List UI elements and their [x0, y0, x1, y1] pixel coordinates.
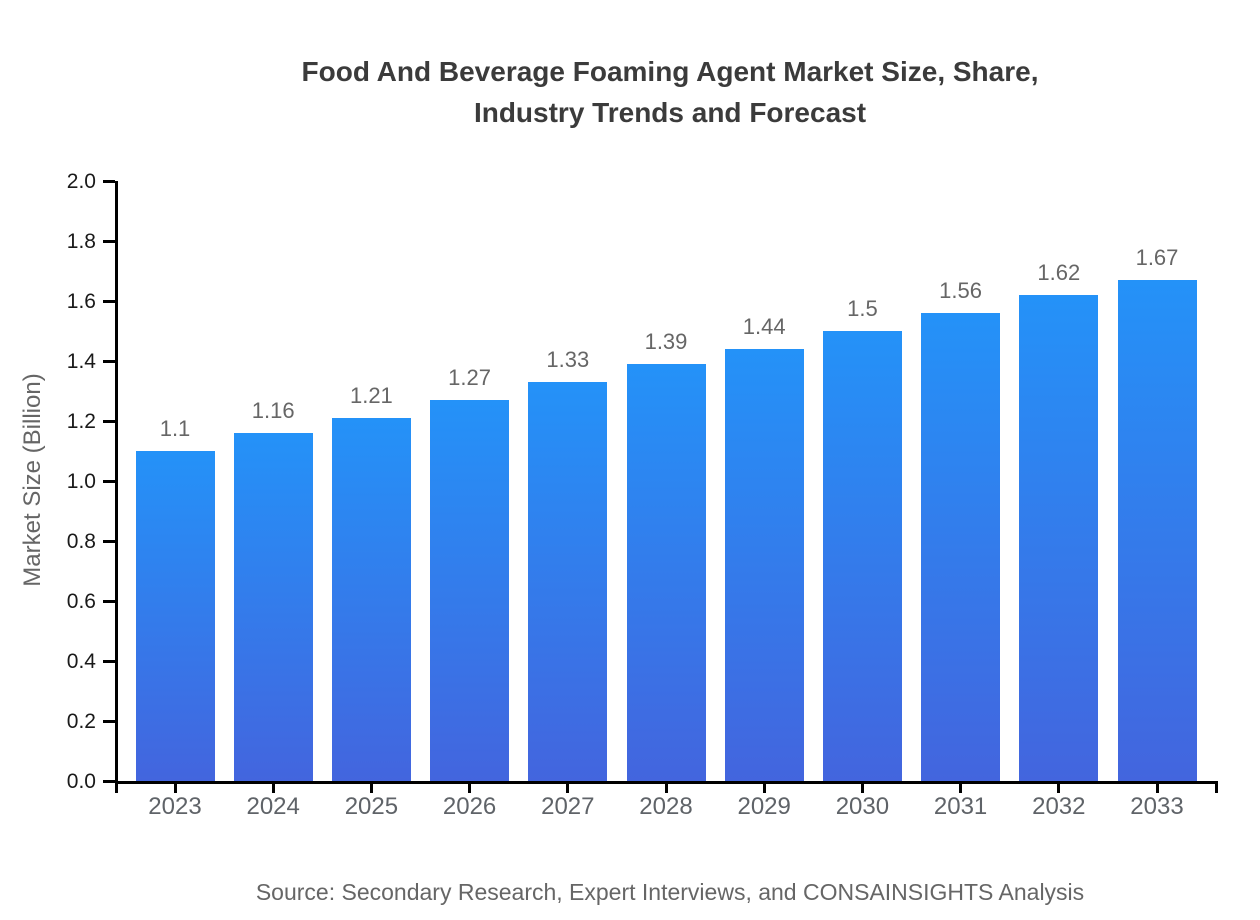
y-tick-mark	[103, 539, 115, 543]
x-tick-mark	[762, 781, 766, 793]
bar	[331, 418, 411, 781]
chart-title-line1: Food And Beverage Foaming Agent Market S…	[301, 56, 1039, 87]
bar-value-label: 1.21	[349, 383, 393, 408]
x-tick-mark	[173, 781, 177, 793]
plot-area: 0.0 0.2 0.4 0.6 0.8 1.0 1.2 1.4 1.6 1.8 2.0 1.1 2023…	[67, 171, 1218, 820]
x-tick-mark	[1057, 781, 1061, 793]
y-tick-mark	[103, 659, 115, 663]
bar-value-label: 1.44	[742, 314, 786, 339]
x-tick-mark	[664, 781, 668, 793]
x-tick-mark	[1155, 781, 1159, 793]
x-tick-mark	[468, 781, 472, 793]
y-tick-label: 0.8	[66, 530, 96, 553]
x-tick-label: 2028	[639, 793, 693, 820]
x-tick-label: 2031	[933, 793, 988, 820]
y-tick-mark	[103, 239, 115, 243]
bar-value-label: 1.39	[644, 329, 688, 354]
y-tick-label: 1.6	[66, 290, 96, 313]
bar	[724, 349, 804, 781]
bar-value-label: 1.16	[251, 398, 295, 423]
bar	[233, 433, 313, 781]
x-tick-label: 2033	[1130, 793, 1184, 820]
bar-value-label: 1.27	[448, 365, 491, 390]
x-tick-mark	[860, 781, 864, 793]
chart-title: Food And Beverage Foaming Agent Market S…	[80, 52, 1260, 133]
bar	[626, 364, 706, 781]
chart-title-line2: Industry Trends and Forecast	[473, 96, 867, 128]
bar	[921, 313, 1001, 781]
x-tick-mark	[271, 781, 275, 793]
y-tick-label: 1.2	[66, 410, 96, 433]
x-tick-label: 2024	[246, 793, 300, 820]
bar	[1117, 280, 1197, 781]
bar	[430, 400, 510, 781]
source-note: Source: Secondary Research, Expert Inter…	[255, 879, 1085, 905]
x-tick-label: 2026	[442, 793, 497, 820]
y-axis-spine	[115, 181, 118, 793]
y-tick-mark	[103, 419, 115, 423]
x-tick-mark	[566, 781, 570, 793]
x-axis-end-tick	[1215, 781, 1218, 793]
bar-value-label: 1.56	[939, 278, 982, 303]
bar-value-label: 1.67	[1135, 245, 1179, 270]
y-tick-label: 1.0	[66, 470, 96, 493]
x-tick-label: 2030	[835, 793, 890, 820]
y-tick-label: 0.4	[66, 650, 96, 673]
x-tick-label: 2023	[148, 793, 202, 820]
x-tick-label: 2027	[541, 793, 595, 820]
bar-value-label: 1.62	[1037, 260, 1081, 285]
y-tick-label: 0.6	[66, 590, 96, 613]
y-tick-mark	[103, 779, 115, 783]
y-tick-mark	[103, 359, 115, 363]
x-tick-label: 2032	[1032, 793, 1086, 820]
y-tick-label: 0.2	[66, 710, 96, 733]
y-tick-label: 1.8	[66, 230, 96, 253]
y-tick-mark	[103, 479, 115, 483]
bar	[528, 382, 608, 781]
bar-value-label: 1.1	[159, 416, 191, 441]
bar	[1019, 295, 1099, 781]
x-tick-label: 2025	[344, 793, 399, 820]
bar	[135, 451, 215, 781]
x-tick-label: 2029	[737, 793, 791, 820]
x-tick-mark	[959, 781, 963, 793]
x-tick-mark	[369, 781, 373, 793]
y-tick-label: 1.4	[66, 350, 96, 373]
bar-value-label: 1.5	[847, 296, 878, 321]
bar-value-label: 1.33	[546, 347, 590, 372]
y-tick-label: 0.0	[66, 770, 96, 793]
bar	[822, 331, 902, 781]
y-tick-mark	[103, 599, 115, 603]
y-tick-mark	[103, 719, 115, 723]
y-tick-label: 2.0	[66, 170, 96, 193]
y-tick-mark	[103, 179, 115, 183]
y-tick-mark	[103, 299, 115, 303]
